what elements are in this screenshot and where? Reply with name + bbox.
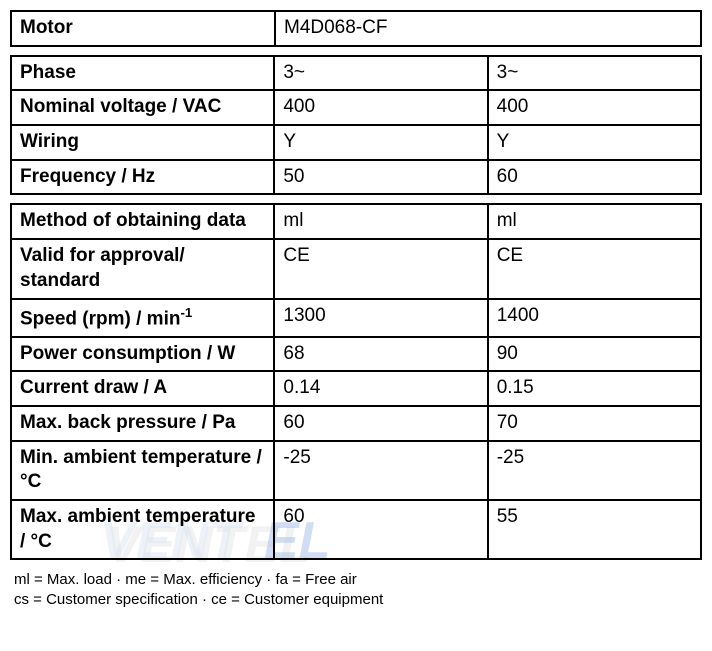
table-row: Phase3~3~: [11, 56, 701, 91]
row-value-2: ml: [488, 204, 701, 239]
legend-line-1: ml = Max. load · me = Max. efficiency · …: [14, 570, 702, 590]
motor-table: Motor M4D068-CF: [10, 10, 702, 47]
table-row: Method of obtaining datamlml: [11, 204, 701, 239]
motor-label: Motor: [11, 11, 275, 46]
row-value-1: CE: [274, 239, 487, 298]
table-row: Nominal voltage / VAC400400: [11, 90, 701, 125]
row-value-1: 1300: [274, 299, 487, 337]
row-value-1: Y: [274, 125, 487, 160]
table-row: Speed (rpm) / min-113001400: [11, 299, 701, 337]
row-value-2: -25: [488, 441, 701, 500]
performance-table: Method of obtaining datamlmlValid for ap…: [10, 203, 702, 560]
row-label: Min. ambient temperature / °C: [11, 441, 274, 500]
row-value-1: ml: [274, 204, 487, 239]
table-row: Power consumption / W6890: [11, 337, 701, 372]
row-label: Phase: [11, 56, 274, 91]
row-value-2: 55: [488, 500, 701, 559]
row-label: Method of obtaining data: [11, 204, 274, 239]
table-row: Min. ambient temperature / °C-25-25: [11, 441, 701, 500]
row-value-2: 90: [488, 337, 701, 372]
row-value-1: 3~: [274, 56, 487, 91]
legend-line-2: cs = Customer specification · ce = Custo…: [14, 590, 702, 610]
row-label: Nominal voltage / VAC: [11, 90, 274, 125]
row-value-2: Y: [488, 125, 701, 160]
row-label: Current draw / A: [11, 371, 274, 406]
table-row: Max. back pressure / Pa6070: [11, 406, 701, 441]
table-row: Frequency / Hz5060: [11, 160, 701, 195]
row-value-1: 50: [274, 160, 487, 195]
row-value-2: 1400: [488, 299, 701, 337]
row-value-1: 0.14: [274, 371, 487, 406]
row-label: Speed (rpm) / min-1: [11, 299, 274, 337]
row-label: Frequency / Hz: [11, 160, 274, 195]
table-row: Current draw / A0.140.15: [11, 371, 701, 406]
row-label: Max. ambient temperature / °C: [11, 500, 274, 559]
table-row: WiringYY: [11, 125, 701, 160]
row-value-1: -25: [274, 441, 487, 500]
row-value-2: 0.15: [488, 371, 701, 406]
row-value-1: 60: [274, 406, 487, 441]
row-value-2: 400: [488, 90, 701, 125]
row-value-2: 3~: [488, 56, 701, 91]
row-value-1: 60: [274, 500, 487, 559]
row-label: Power consumption / W: [11, 337, 274, 372]
table-row: Valid for approval/ standardCECE: [11, 239, 701, 298]
row-value-1: 68: [274, 337, 487, 372]
row-value-2: 70: [488, 406, 701, 441]
electrical-table: Phase3~3~Nominal voltage / VAC400400Wiri…: [10, 55, 702, 196]
row-label: Wiring: [11, 125, 274, 160]
row-value-2: CE: [488, 239, 701, 298]
row-value-1: 400: [274, 90, 487, 125]
legend-block: ml = Max. load · me = Max. efficiency · …: [10, 568, 702, 609]
row-value-2: 60: [488, 160, 701, 195]
table-row: Motor M4D068-CF: [11, 11, 701, 46]
table-row: Max. ambient temperature / °C6055: [11, 500, 701, 559]
row-label: Max. back pressure / Pa: [11, 406, 274, 441]
motor-value: M4D068-CF: [275, 11, 701, 46]
row-label: Valid for approval/ standard: [11, 239, 274, 298]
